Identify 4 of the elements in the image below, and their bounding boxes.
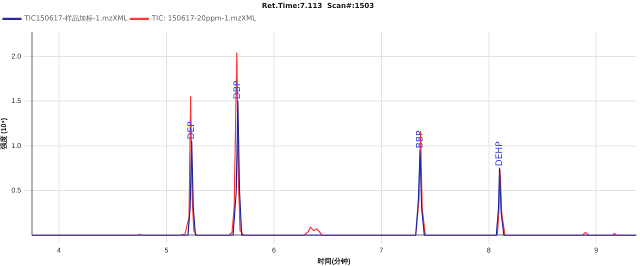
- annotation: BBP: [415, 130, 426, 148]
- annotation: DEHP: [494, 140, 505, 166]
- annotation: DBP: [233, 80, 244, 100]
- annotation: DEP: [187, 120, 198, 140]
